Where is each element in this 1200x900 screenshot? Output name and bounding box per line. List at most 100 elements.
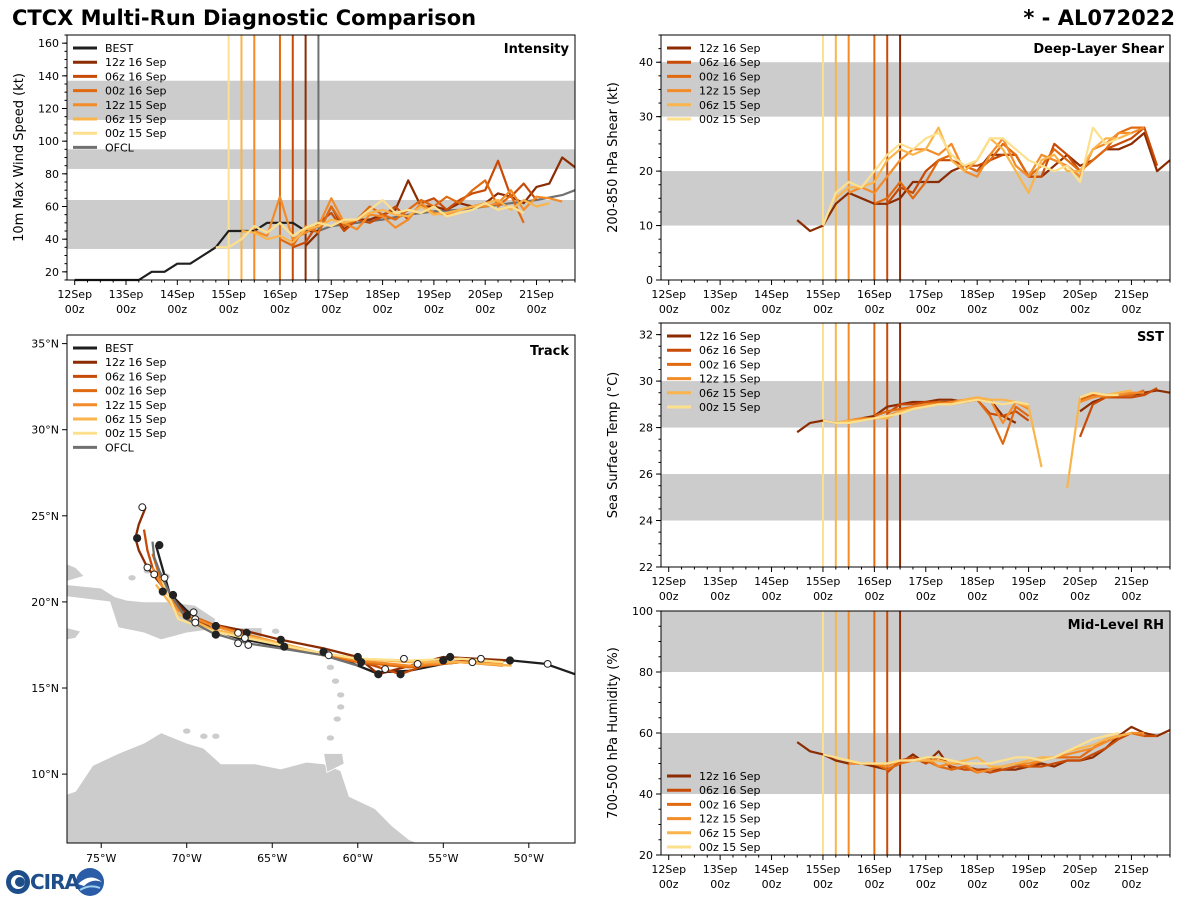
y-tick-label: 10°N [31,768,59,781]
x-tick-label: 12Sep [651,288,686,301]
legend-label: 06z 15 Sep [105,413,167,426]
legend-label: 12z 16 Sep [699,42,761,55]
legend-label: 06z 15 Sep [699,99,761,112]
x-tick-sublabel: 00z [116,303,136,316]
legend-label: 06z 15 Sep [699,827,761,840]
y-axis-label: Sea Surface Temp (°C) [606,372,621,519]
storm-id: * - AL072022 [1023,6,1175,30]
legend-label: 06z 16 Sep [105,370,167,383]
x-tick-label: 12Sep [651,575,686,588]
x-tick-label: 18Sep [365,288,400,301]
y-axis-label: 200-850 hPa Shear (kt) [606,82,621,233]
x-tick-label: 17Sep [908,863,943,876]
legend-label: 12z 16 Sep [105,356,167,369]
track-marker-filled [439,656,448,665]
y-tick-label: 80 [639,666,653,679]
y-axis-label: 700-500 hPa Humidity (%) [606,647,621,819]
x-tick-label: 16Sep [857,288,892,301]
x-tick-sublabel: 00z [1122,303,1142,316]
legend-label: OFCL [105,441,135,454]
x-tick-sublabel: 00z [710,303,730,316]
track-marker-open [543,660,552,668]
x-tick-label: 16Sep [857,575,892,588]
y-tick-label: 140 [38,70,59,83]
x-tick-label: 19Sep [417,288,452,301]
x-tick-label: 17Sep [314,288,349,301]
legend-label: 06z 16 Sep [699,56,761,69]
x-tick-label: 19Sep [1011,575,1046,588]
plot-frame [66,334,576,844]
y-tick-label: 25°N [31,510,59,523]
x-tick-label: 50°W [514,852,544,865]
series-12z-15-sep [253,189,563,241]
x-tick-label: 13Sep [703,863,738,876]
x-tick-sublabel: 00z [167,303,187,316]
y-tick-label: 60 [639,727,653,740]
x-tick-sublabel: 00z [321,303,341,316]
land-island [271,627,280,635]
x-tick-label: 18Sep [960,575,995,588]
legend-label: 12z 16 Sep [105,56,167,69]
track-best [154,544,575,676]
x-tick-label: 15Sep [806,575,841,588]
x-tick-label: 13Sep [703,288,738,301]
legend-label: 00z 16 Sep [105,385,167,398]
legend-label: 12z 15 Sep [699,85,761,98]
band [661,62,1170,117]
page-title: CTCX Multi-Run Diagnostic Comparison [12,6,477,30]
track-marker-filled [276,635,285,644]
legend-label: 12z 15 Sep [105,99,167,112]
x-tick-label: 14Sep [754,863,789,876]
track-marker-open [143,563,152,572]
x-tick-label: 14Sep [754,288,789,301]
x-tick-sublabel: 00z [813,590,833,603]
y-tick-label: 60 [45,201,59,214]
x-tick-label: 17Sep [908,575,943,588]
x-tick-sublabel: 00z [65,303,85,316]
series-00z-15-sep [822,731,1119,765]
track-marker-open [400,654,408,663]
sst-chart: 22 24 26 28 30 32 12Sep 00z 13Sep 00z 14Sep 00z 15Se… [606,322,1171,603]
series-00z-16-sep [873,126,1145,205]
x-tick-sublabel: 00z [659,590,679,603]
x-tick-sublabel: 00z [813,878,833,891]
x-tick-sublabel: 00z [1070,878,1090,891]
x-tick-label: 21Sep [1114,863,1149,876]
x-tick-label: 21Sep [1114,288,1149,301]
track-map [67,503,575,843]
x-tick-label: 15Sep [806,288,841,301]
x-tick-label: 20Sep [1063,575,1098,588]
y-tick-label: 100 [38,135,59,148]
x-tick-label: 20Sep [1063,863,1098,876]
legend-label: 06z 16 Sep [105,70,167,83]
band [661,474,1170,521]
land-island [199,732,209,740]
legend-label: 00z 15 Sep [699,401,761,414]
land-island [127,574,137,582]
shear-chart: 0 10 20 30 40 12Sep 00z 13Sep 00z 14Sep 00z 15Sep 00… [606,34,1171,316]
legend-label: 12z 15 Sep [699,373,761,386]
track-marker-filled [133,534,142,543]
x-tick-label: 12Sep [57,288,92,301]
x-tick-sublabel: 00z [710,590,730,603]
cira-logo: CIRA [4,866,104,898]
track-marker-filled [357,658,366,667]
land-island [336,703,345,711]
x-tick-sublabel: 00z [710,878,730,891]
x-tick-sublabel: 00z [813,303,833,316]
track-marker-open [324,651,333,660]
x-tick-label: 20Sep [468,288,503,301]
x-tick-sublabel: 00z [270,303,290,316]
legend-label: 06z 15 Sep [699,387,761,400]
land-trinidad [323,753,345,773]
x-tick-sublabel: 00z [1070,303,1090,316]
legend-label: OFCL [105,141,135,154]
x-tick-sublabel: 00z [373,303,393,316]
track-marker-open [468,658,477,667]
y-tick-label: 20 [45,266,59,279]
track-marker-open [189,608,198,617]
y-tick-label: 160 [38,37,59,50]
legend-label: 12z 16 Sep [699,770,761,783]
x-tick-label: 20Sep [1063,288,1098,301]
